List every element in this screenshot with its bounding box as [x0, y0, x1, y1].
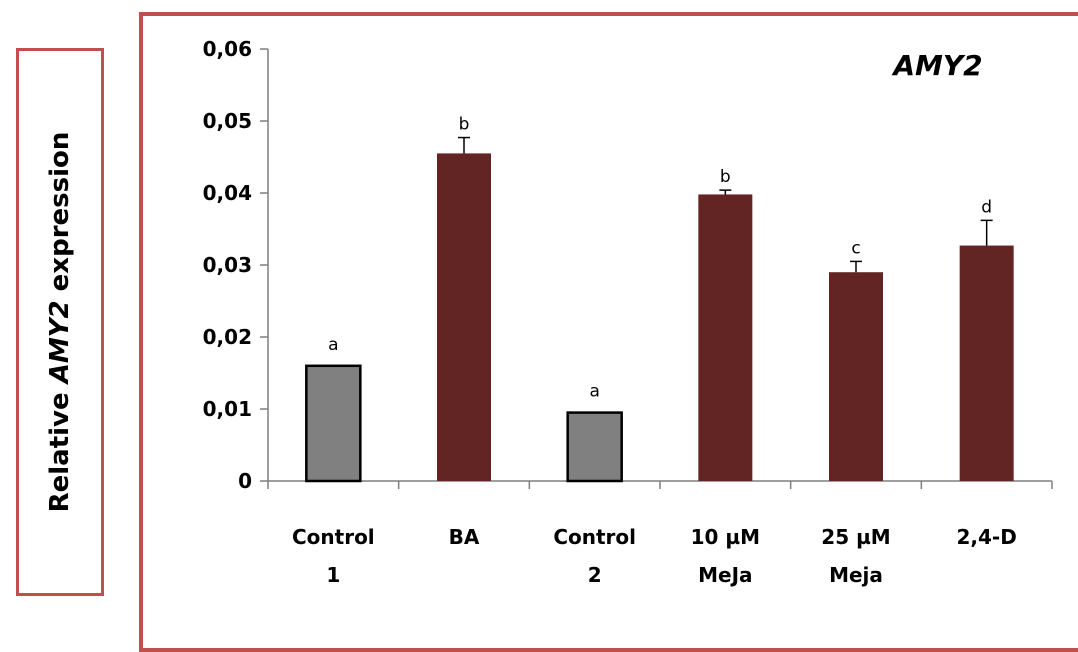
- x-category-label-line: 10 µM: [691, 525, 760, 549]
- x-category-label: 2,4-D: [956, 525, 1016, 549]
- x-category-label-line: MeJa: [698, 563, 752, 587]
- significance-label: b: [720, 167, 731, 187]
- plot-frame: [139, 12, 1078, 652]
- chart-title: AMY2: [891, 49, 982, 82]
- x-category-label: 10 µM MeJa: [691, 525, 760, 587]
- significance-label: a: [589, 382, 599, 402]
- x-category-label-line: 2,4-D: [956, 525, 1016, 549]
- x-category-label-line: 1: [326, 563, 340, 587]
- y-tick-label: 0,04: [203, 181, 252, 205]
- y-axis-label-box: Relative AMY2 expression: [16, 48, 104, 596]
- significance-label: d: [981, 197, 992, 217]
- x-category-label: BA: [449, 525, 480, 549]
- significance-label: a: [328, 335, 338, 355]
- significance-label: c: [851, 238, 860, 258]
- bar: [305, 364, 362, 483]
- bar-chart: 0 0,01 0,02 0,03 0,04 0,05 0,06 a Control 1 b BA a Co…: [203, 37, 1053, 587]
- x-category-label: Control 2: [553, 525, 636, 587]
- figure: Relative AMY2 expression 0 0,01 0,02 0,03 0,…: [16, 12, 1078, 652]
- x-category-label-line: Control: [292, 525, 375, 549]
- x-category-label-line: 2: [588, 563, 602, 587]
- y-tick-label: 0,02: [203, 325, 252, 349]
- bar: [829, 272, 883, 481]
- x-category-label-line: Meja: [829, 563, 883, 587]
- x-category-label-line: 25 µM: [821, 525, 890, 549]
- significance-label: b: [459, 115, 470, 135]
- bar: [959, 245, 1014, 481]
- y-tick-label: 0,05: [203, 109, 252, 133]
- y-tick-label: 0,03: [203, 253, 252, 277]
- y-tick-label: 0: [238, 469, 252, 493]
- x-category-label: Control 1: [292, 525, 375, 587]
- bar: [698, 194, 753, 481]
- y-tick-label: 0,06: [203, 37, 252, 61]
- x-category-label-line: Control: [553, 525, 636, 549]
- bar: [566, 411, 623, 483]
- bar: [437, 153, 491, 481]
- x-category-label: 25 µM Meja: [821, 525, 890, 587]
- x-category-label-line: BA: [449, 525, 480, 549]
- y-tick-label: 0,01: [203, 397, 252, 421]
